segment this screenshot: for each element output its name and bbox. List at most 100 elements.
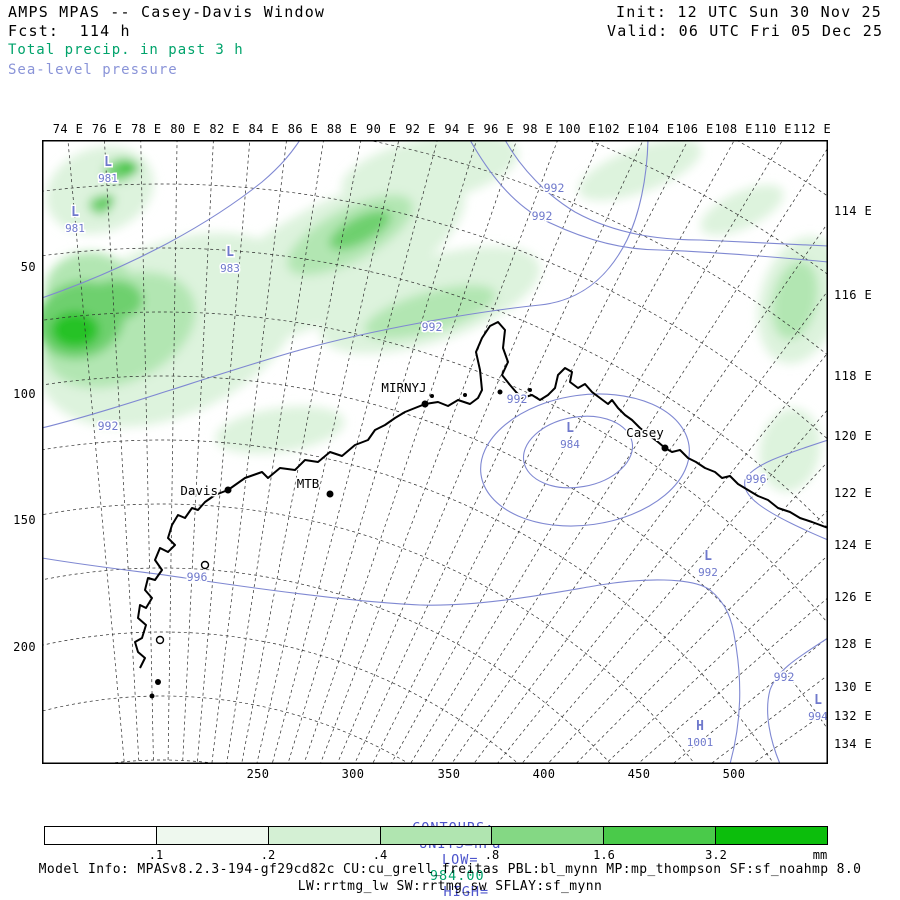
tick-top: 90 E xyxy=(366,122,397,136)
tick-right: 132 E xyxy=(834,709,873,723)
tick-right: 126 E xyxy=(834,590,873,604)
tick-bottom: 500 xyxy=(722,767,746,781)
colorbar-tick: .4 xyxy=(372,848,388,862)
low-marker: L xyxy=(104,155,112,170)
tick-top: 84 E xyxy=(248,122,280,136)
colorbar-cell xyxy=(45,827,157,844)
tick-top: 100 E xyxy=(558,122,597,136)
forecast-hour-label: Fcst: 114 h xyxy=(8,22,131,40)
tick-right: 118 E xyxy=(834,369,873,383)
colorbar-tick: 1.6 xyxy=(593,848,615,862)
page-title: AMPS MPAS -- Casey-Davis Window xyxy=(8,3,326,21)
tick-top: 98 E xyxy=(522,122,554,136)
low-value: 994 xyxy=(808,710,828,723)
tick-right: 120 E xyxy=(834,429,873,443)
contour-label: 992 xyxy=(507,392,528,406)
station-label: MTB xyxy=(297,476,320,491)
precip-colorbar xyxy=(44,826,828,845)
colorbar-cell xyxy=(268,827,381,844)
legend-high-label: HIGH= xyxy=(443,884,490,900)
legend-low-value: 984.00 xyxy=(429,868,485,884)
contour-label: 992 xyxy=(774,670,795,684)
station-label: MIRNYJ xyxy=(381,380,426,395)
contour-label: 992 xyxy=(98,419,119,433)
contour-label: 996 xyxy=(187,570,208,584)
low-value: 992 xyxy=(698,566,718,579)
tick-top: 88 E xyxy=(326,122,358,136)
tick-top: 106 E xyxy=(675,122,714,136)
tick-bottom: 450 xyxy=(627,767,651,781)
station-dot xyxy=(326,490,334,498)
latlon-grid xyxy=(42,140,828,764)
low-marker: L xyxy=(566,421,574,436)
low-value: 984 xyxy=(560,438,580,451)
colorbar-cell xyxy=(716,827,828,844)
colorbar-tick: .1 xyxy=(148,848,164,862)
high-value: 1001 xyxy=(687,736,714,749)
tick-top: 108 E xyxy=(714,122,753,136)
low-marker: L xyxy=(704,549,712,564)
init-time-label: Init: 12 UTC Sun 30 Nov 25 xyxy=(616,3,882,21)
low-value: 981 xyxy=(65,222,85,235)
contour-value-labels: 992 992 992 992 992 996 996 992 xyxy=(96,180,796,686)
pressure-centers: L 981 L 981 L 983 L 984 L 992 L 994 H 10… xyxy=(64,154,828,751)
valid-time-label: Valid: 06 UTC Fri 05 Dec 25 xyxy=(607,22,884,40)
tick-left: 150 xyxy=(13,513,36,527)
low-value: 981 xyxy=(98,172,118,185)
tick-top: 102 E xyxy=(597,122,636,136)
tick-top: 96 E xyxy=(483,122,514,136)
colorbar-tick: 3.2 xyxy=(705,848,727,862)
tick-right: 130 E xyxy=(834,680,873,694)
tick-top: 112 E xyxy=(792,122,832,136)
tick-right: 128 E xyxy=(834,637,873,651)
field-label-slp: Sea-level pressure xyxy=(8,62,178,78)
tick-right: 134 E xyxy=(834,737,873,751)
tick-top: 104 E xyxy=(636,122,675,136)
map-frame xyxy=(42,140,828,764)
model-info-line2: LW:rrtmg_lw SW:rrtmg_sw SFLAY:sf_mynn xyxy=(297,879,603,894)
tick-top: 76 E xyxy=(91,122,123,136)
tick-top: 80 E xyxy=(170,122,201,136)
tick-left: 50 xyxy=(20,260,36,274)
tick-top: 82 E xyxy=(209,122,240,136)
station-dot xyxy=(224,486,232,494)
tick-right: 122 E xyxy=(834,486,873,500)
tick-bottom: 300 xyxy=(341,767,365,781)
high-marker: H xyxy=(696,719,704,734)
tick-top: 110 E xyxy=(753,122,792,136)
model-info-line1: Model Info: MPASv8.2.3-194-gf29cd82c CU:… xyxy=(38,862,862,877)
contour-label: 992 xyxy=(532,209,553,223)
contour-label: 992 xyxy=(422,320,443,334)
contour-label: 992 xyxy=(544,181,565,195)
tick-top: 92 E xyxy=(405,122,436,136)
station-label: Casey xyxy=(626,425,664,440)
tick-top: 86 E xyxy=(287,122,319,136)
contour-label: 996 xyxy=(746,472,767,486)
coastline xyxy=(134,321,828,699)
tick-top: 74 E xyxy=(52,122,84,136)
colorbar-cell xyxy=(492,827,605,844)
station-dot xyxy=(661,444,669,452)
weather-map: 992 992 992 992 992 996 996 992 L 981 L … xyxy=(42,140,828,764)
station-label: Davis xyxy=(180,483,218,498)
low-marker: L xyxy=(814,693,822,708)
station-dot xyxy=(421,400,429,408)
colorbar-cell xyxy=(604,827,717,844)
low-value: 983 xyxy=(220,262,240,275)
stations: MIRNYJ Casey Davis MTB xyxy=(179,379,669,500)
tick-right: 124 E xyxy=(834,538,873,552)
low-marker: L xyxy=(226,245,234,260)
tick-right: 116 E xyxy=(834,288,873,302)
tick-bottom: 350 xyxy=(437,767,461,781)
low-marker: L xyxy=(71,205,79,220)
colorbar-tick: .8 xyxy=(484,848,500,862)
colorbar-tick: .2 xyxy=(260,848,276,862)
tick-left: 200 xyxy=(13,640,36,654)
field-label-precip: Total precip. in past 3 h xyxy=(8,42,244,58)
precip-shading xyxy=(42,140,828,492)
colorbar-cell xyxy=(156,827,269,844)
tick-top: 94 E xyxy=(444,122,475,136)
legend-low-label: LOW= xyxy=(442,852,479,868)
tick-bottom: 400 xyxy=(532,767,556,781)
